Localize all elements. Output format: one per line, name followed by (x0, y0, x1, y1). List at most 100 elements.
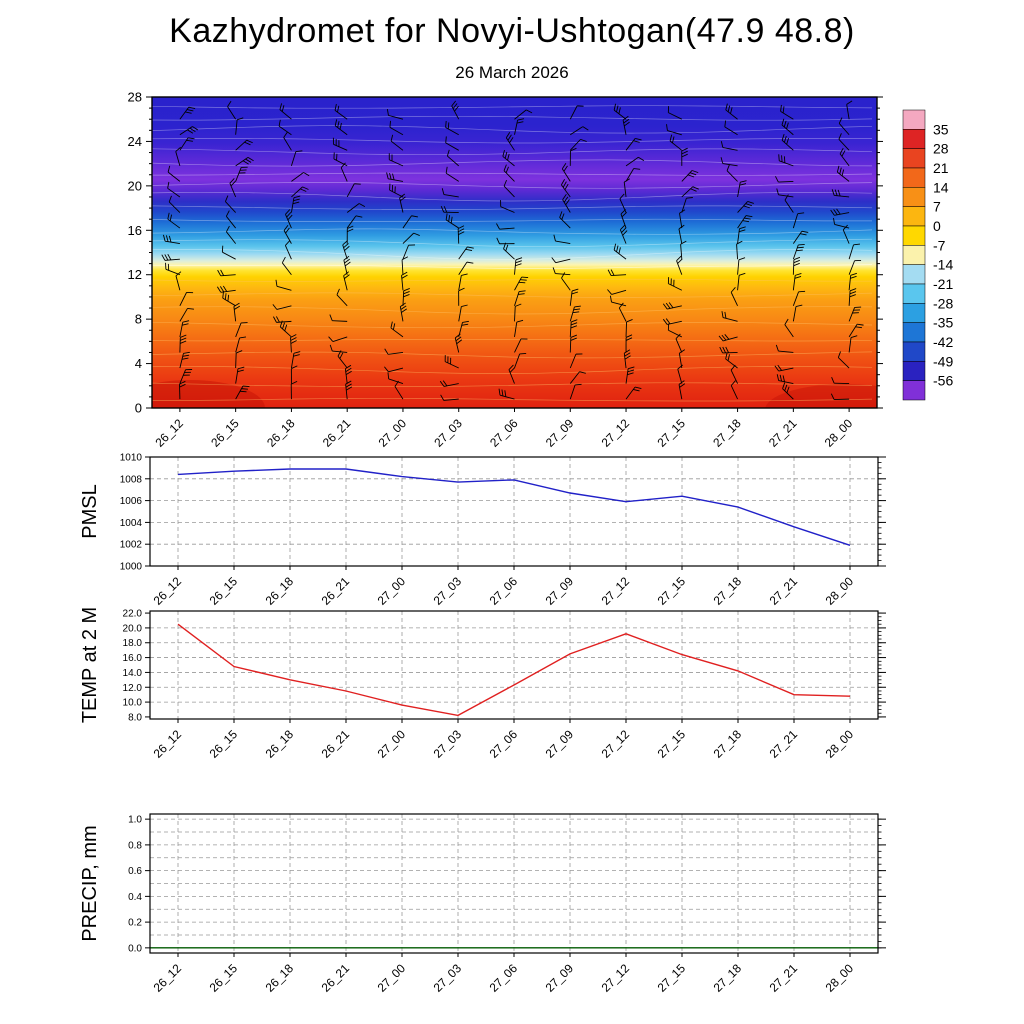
temp-panel-ytick-label: 16.0 (123, 653, 143, 664)
time-label: 27_15 (655, 574, 689, 608)
colorbar-label: -7 (933, 237, 946, 253)
contour-line (152, 148, 873, 156)
colorbar-segment (902, 206, 926, 227)
time-label: 27_21 (767, 961, 801, 995)
time-label: 27_12 (599, 574, 633, 608)
time-label: 26_21 (319, 727, 353, 761)
time-label: 27_03 (431, 961, 465, 995)
contour-line (152, 228, 873, 235)
contour-line (152, 338, 873, 342)
time-label: 27_09 (543, 961, 577, 995)
precip-panel-ytick-label: 0.2 (128, 918, 142, 929)
time-label: 27_00 (375, 574, 409, 608)
time-label: 27_21 (767, 727, 801, 761)
colorbar-label: 14 (933, 179, 949, 195)
colorbar-label: 7 (933, 199, 941, 215)
contour-line (152, 182, 873, 189)
time-label: 27_06 (487, 574, 521, 608)
time-label: 26_15 (208, 416, 242, 450)
pmsl-panel-ytick-label: 1000 (120, 562, 143, 573)
contour-line (152, 218, 872, 222)
contour-line (152, 125, 873, 134)
colorbar-segment (902, 187, 926, 207)
temp-panel-line (177, 623, 851, 717)
contour-line (152, 382, 873, 387)
time-label: 27_12 (599, 727, 633, 761)
colorbar-segment (902, 148, 926, 169)
colorbar-segment (902, 283, 926, 304)
time-label: 28_00 (823, 961, 857, 995)
pmsl-panel-ytick-label: 1010 (120, 453, 143, 464)
time-label: 27_18 (711, 574, 745, 608)
time-label: 27_00 (375, 727, 409, 761)
warm-core-right (765, 384, 877, 408)
colorbar-segment (902, 264, 926, 285)
precip-panel-ytick-label: 1.0 (128, 815, 142, 826)
time-label: 27_06 (487, 727, 521, 761)
wind-barbs (161, 100, 864, 401)
precip-panel-ytick-label: 0.6 (128, 866, 142, 877)
colorbar-segment (902, 167, 926, 188)
time-label: 26_12 (151, 727, 185, 761)
time-label: 26_15 (207, 574, 241, 608)
pmsl-panel-ytick-label: 1008 (120, 474, 143, 485)
contour-line (152, 249, 873, 260)
colorbar-segment (902, 322, 926, 343)
temp-panel-ytick-label: 18.0 (123, 638, 143, 649)
colorbar-segment (902, 361, 926, 381)
time-label: 26_15 (207, 961, 241, 995)
contour-line (152, 205, 873, 210)
cross-ytick-label: 8 (135, 312, 142, 327)
contour-line (152, 292, 873, 298)
contour-line (152, 365, 873, 374)
time-label: 27_09 (543, 727, 577, 761)
pmsl-panel-axis-title: PMSL (79, 484, 101, 538)
colorbar-label: -21 (933, 276, 953, 292)
time-label: 26_12 (153, 416, 187, 450)
colorbar-segment (902, 341, 926, 362)
time-label: 26_12 (151, 961, 185, 995)
contour-line (152, 397, 873, 402)
time-label: 27_18 (711, 727, 745, 761)
colorbar-label: -35 (933, 315, 953, 331)
cross-ytick-label: 12 (128, 267, 142, 282)
time-label: 27_15 (655, 961, 689, 995)
time-label: 26_21 (319, 961, 353, 995)
colorbar-label: -49 (933, 353, 953, 369)
temp-panel-ytick-label: 22.0 (123, 609, 143, 620)
colorbar-segment (902, 245, 926, 265)
time-label: 27_03 (431, 416, 465, 450)
time-label: 27_21 (766, 416, 800, 450)
contour-line (152, 191, 873, 202)
precip-panel-axis-title: PRECIP, mm (79, 825, 101, 941)
pmsl-panel-ytick-label: 1004 (120, 518, 143, 529)
contour-line (152, 321, 873, 329)
pmsl-panel-ytick-label: 1006 (120, 496, 143, 507)
contour-line (152, 159, 873, 167)
time-label: 27_18 (710, 416, 744, 450)
contour-line (152, 306, 873, 315)
colorbar-segment (902, 380, 926, 401)
time-label: 28_00 (822, 416, 856, 450)
temp-panel: 22.0 20.0 18.0 16.0 14.0 12.0 10.0 8.0 26_12 26_1… (79, 607, 886, 761)
contour-line (152, 351, 873, 359)
time-label: 26_18 (263, 574, 297, 608)
cross-ytick-label: 16 (128, 223, 142, 238)
precip-panel-ytick-label: 0.8 (128, 840, 142, 851)
page-title: Kazhydromet for Novyi-Ushtogan(47.9 48.8… (169, 12, 855, 50)
colorbar-label: -56 (933, 373, 953, 389)
time-label: 27_09 (543, 416, 577, 450)
time-label: 27_03 (431, 574, 465, 608)
temp-panel-ytick-label: 8.0 (128, 712, 142, 723)
colorbar-label: 21 (933, 160, 949, 176)
cross-ytick-label: 24 (128, 134, 142, 149)
time-label: 27_12 (599, 416, 633, 450)
temp-panel-ytick-label: 20.0 (123, 623, 143, 634)
pmsl-panel: 1010 1008 1006 1004 1002 1000 26_12 26_15 26_18 2… (79, 453, 886, 608)
time-label: 27_21 (767, 574, 801, 608)
colorbar: 35 28 21 14 7 0 -7 -14 -21 -28 -35 -42 -49 -56 (902, 109, 953, 401)
colorbar-label: -42 (933, 334, 953, 350)
contour-line (152, 105, 873, 109)
time-label: 27_18 (711, 961, 745, 995)
